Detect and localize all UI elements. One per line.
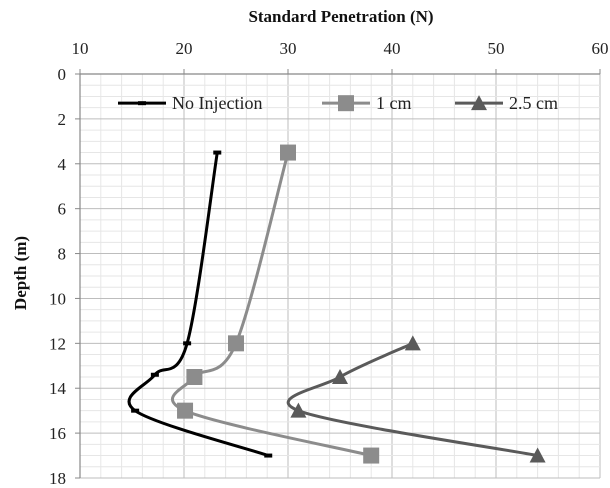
y-tick-label: 4 <box>58 155 67 174</box>
y-tick-label: 10 <box>49 289 66 308</box>
data-point <box>177 402 194 419</box>
series-line <box>286 341 538 458</box>
y-tick-label: 12 <box>49 334 66 353</box>
legend-item-2: 2.5 cm <box>455 93 558 113</box>
data-point <box>131 408 140 413</box>
x-tick-label: 20 <box>176 39 193 58</box>
data-point <box>363 447 380 464</box>
legend-label: 2.5 cm <box>509 93 558 113</box>
legend: No Injection 1 cm 2.5 cm <box>118 93 558 113</box>
x-axis: 10 20 30 40 50 60 <box>72 39 609 74</box>
y-tick-label: 14 <box>49 379 67 398</box>
x-tick-label: 40 <box>384 39 401 58</box>
data-point <box>150 372 159 377</box>
x-tick-label: 10 <box>72 39 89 58</box>
data-point <box>280 144 296 161</box>
legend-label: 1 cm <box>376 93 412 113</box>
data-point <box>332 369 348 384</box>
y-tick-label: 0 <box>58 65 67 84</box>
x-tick-label: 50 <box>488 39 505 58</box>
data-point <box>264 453 273 458</box>
y-tick-label: 6 <box>58 200 67 219</box>
series-2 <box>286 335 546 463</box>
y-tick-label: 18 <box>49 469 66 488</box>
data-point <box>183 341 192 346</box>
y-axis-title: Depth (m) <box>11 236 30 310</box>
y-axis: 0 2 4 6 8 10 12 14 16 18 <box>49 65 80 488</box>
legend-marker <box>471 95 487 111</box>
series-1 <box>171 144 380 464</box>
y-tick-label: 16 <box>49 424 66 443</box>
x-axis-title: Standard Penetration (N) <box>248 7 433 26</box>
data-point <box>529 447 546 463</box>
data-point <box>186 369 203 385</box>
y-tick-label: 8 <box>58 245 67 264</box>
data-point <box>228 335 244 352</box>
legend-item-1: 1 cm <box>322 93 412 113</box>
legend-item-0: No Injection <box>118 93 262 113</box>
series-line <box>171 152 372 458</box>
data-point <box>290 402 307 418</box>
data-point <box>213 150 222 155</box>
x-tick-label: 60 <box>592 39 609 58</box>
data-point <box>404 335 421 351</box>
legend-label: No Injection <box>172 93 262 113</box>
y-tick-label: 2 <box>58 110 67 129</box>
series-0 <box>127 150 273 458</box>
grid <box>79 73 601 479</box>
legend-marker <box>138 101 146 106</box>
x-tick-label: 30 <box>280 39 297 58</box>
plot-area <box>127 144 546 464</box>
legend-marker <box>338 95 354 112</box>
